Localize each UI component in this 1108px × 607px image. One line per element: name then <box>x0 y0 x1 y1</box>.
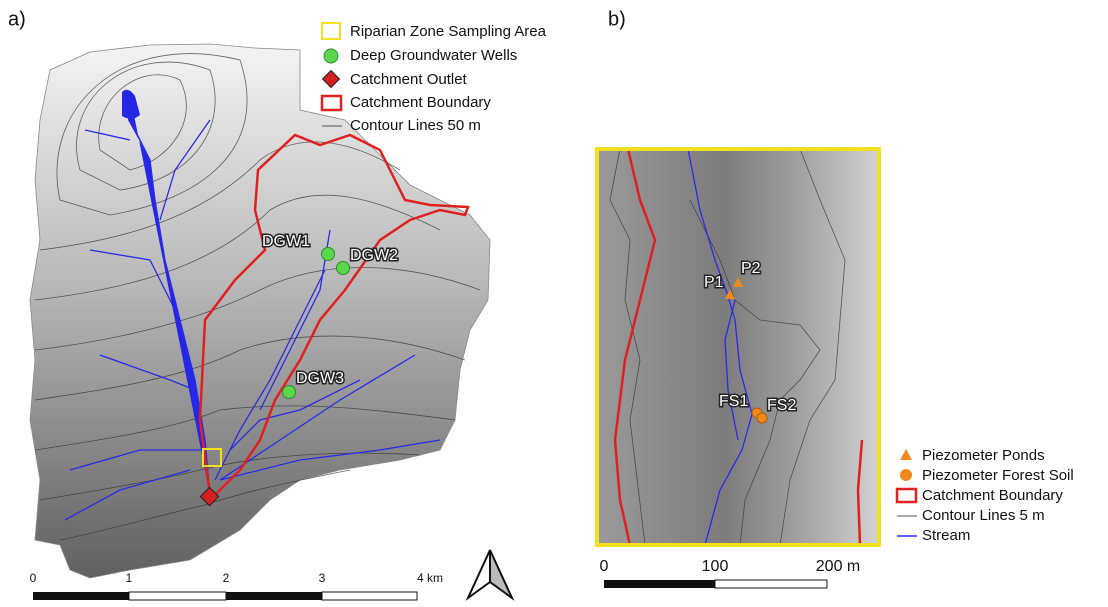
well <box>282 385 296 399</box>
legend-label: Riparian Zone Sampling Area <box>350 23 547 40</box>
streams <box>64 89 441 521</box>
legend-label: Piezometer Ponds <box>922 447 1045 464</box>
contour-line <box>689 199 821 546</box>
site-label: DGW3 <box>296 370 344 387</box>
legend-label: Contour Lines 5 m <box>922 507 1045 524</box>
contour-line <box>56 53 248 216</box>
scale-label: 1 <box>126 571 133 585</box>
legend: Riparian Zone Sampling Area Deep Groundw… <box>320 22 547 134</box>
contour-line <box>779 148 846 546</box>
panel-label: b) <box>608 8 626 30</box>
legend-symbol <box>900 449 912 460</box>
scale-bar: 0 100 200 m <box>600 558 860 589</box>
legend-label: Catchment Outlet <box>350 71 468 88</box>
scale-label: 3 <box>319 571 326 585</box>
scale-label: 0 <box>600 558 609 575</box>
stream <box>687 148 753 546</box>
north-arrow <box>465 549 515 602</box>
terrain <box>29 43 491 579</box>
legend-label: Catchment Boundary <box>922 487 1063 504</box>
scale-segment <box>604 580 715 588</box>
catchment-outlet <box>199 486 220 507</box>
scale-segment <box>226 592 322 600</box>
lake <box>122 89 140 119</box>
legend-label: Piezometer Forest Soil <box>922 467 1074 484</box>
piezometer-pond <box>733 277 743 287</box>
scale-label: 100 <box>702 558 729 575</box>
stream <box>64 119 211 521</box>
contour-line <box>34 405 456 451</box>
legend-symbol <box>321 69 341 89</box>
scale-segment <box>714 579 828 589</box>
scale-segment <box>128 591 227 601</box>
site-label: P2 <box>741 260 761 277</box>
panel-a: a) DGW1 DGW2 DGW3 <box>8 8 547 602</box>
stream <box>724 299 739 441</box>
legend-symbol <box>320 94 343 112</box>
panel-label: a) <box>8 8 26 30</box>
contour-line <box>609 148 646 546</box>
sampling-area-frame <box>595 147 881 547</box>
contour-line <box>39 141 401 251</box>
scale-segment <box>33 592 129 600</box>
contour-lines <box>609 148 846 546</box>
contour-line <box>59 469 351 541</box>
stream <box>214 229 441 481</box>
catchment-boundary <box>613 148 657 546</box>
catchment-boundary <box>856 439 864 546</box>
site-label: DGW2 <box>350 247 398 264</box>
contour-line <box>34 267 481 351</box>
piezometer-pond <box>725 289 735 299</box>
scale-label: 200 m <box>816 558 860 575</box>
legend-label: Deep Groundwater Wells <box>350 47 517 64</box>
well <box>321 247 335 261</box>
contour-lines <box>34 53 481 541</box>
scale-segment <box>321 591 418 601</box>
sampling-area <box>202 448 222 467</box>
legend-symbol <box>321 22 341 40</box>
legend-label: Catchment Boundary <box>350 94 491 111</box>
legend-symbol <box>323 48 339 64</box>
legend-label: Stream <box>922 527 970 544</box>
legend-symbol <box>900 469 912 481</box>
contour-line <box>34 194 441 301</box>
scale-label: 4 km <box>417 571 443 585</box>
catchment-boundary <box>198 133 470 496</box>
piezometer-forest-soil <box>756 412 768 424</box>
scale-bar: 0 1 2 3 4 km <box>30 571 443 601</box>
scale-label: 0 <box>30 571 37 585</box>
stream <box>129 119 211 496</box>
panel-b: b) P1 P2 FS1 FS2 Piezometer Ponds Piezom… <box>595 8 1074 589</box>
well <box>336 261 350 275</box>
contour-line <box>76 61 216 191</box>
legend: Piezometer Ponds Piezometer Forest Soil … <box>895 447 1074 544</box>
site-label: DGW1 <box>262 233 310 250</box>
site-label: P1 <box>704 274 724 291</box>
contour-line <box>98 74 187 171</box>
legend-label: Contour Lines 50 m <box>350 117 481 134</box>
scale-label: 2 <box>223 571 230 585</box>
site-label: FS2 <box>767 397 796 414</box>
legend-symbol <box>895 487 918 504</box>
contour-line <box>34 335 466 401</box>
site-label: FS1 <box>719 393 748 410</box>
